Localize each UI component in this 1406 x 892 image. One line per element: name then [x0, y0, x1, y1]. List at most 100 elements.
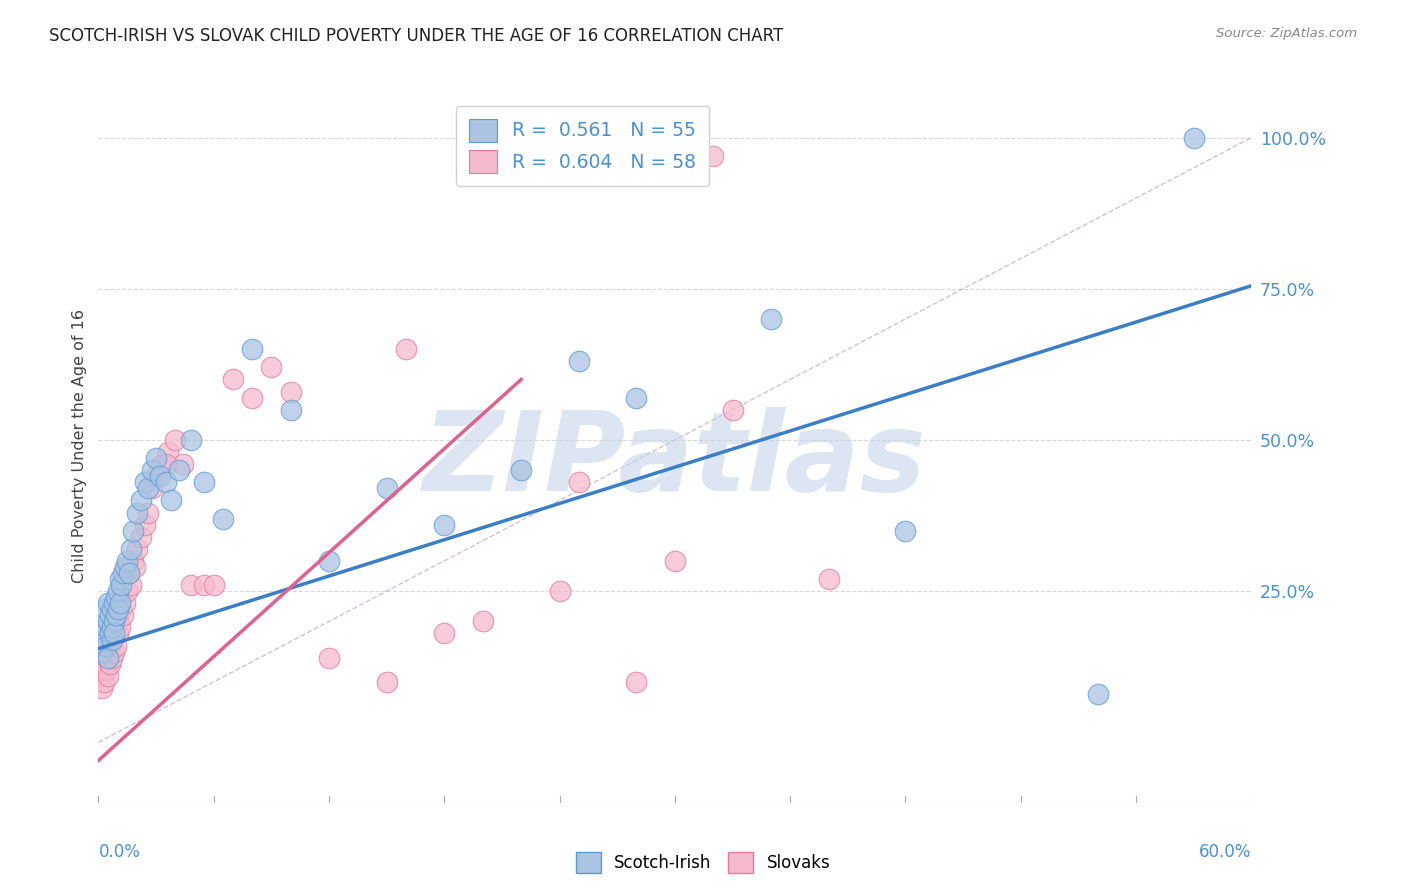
Point	[167, 463, 190, 477]
Point	[155, 475, 177, 490]
Point	[433, 517, 456, 532]
Point	[97, 650, 120, 665]
Point	[149, 469, 172, 483]
Point	[94, 663, 117, 677]
Point	[134, 517, 156, 532]
Point	[120, 578, 142, 592]
Point	[94, 602, 117, 616]
Point	[138, 506, 160, 520]
Point	[568, 475, 591, 490]
Legend: R =  0.561   N = 55, R =  0.604   N = 58: R = 0.561 N = 55, R = 0.604 N = 58	[456, 106, 710, 186]
Point	[180, 433, 202, 447]
Point	[568, 354, 591, 368]
Point	[98, 639, 121, 653]
Point	[94, 620, 117, 634]
Point	[129, 530, 152, 544]
Point	[93, 632, 115, 647]
Point	[280, 402, 302, 417]
Point	[150, 457, 173, 471]
Point	[103, 645, 125, 659]
Point	[103, 626, 125, 640]
Point	[110, 602, 132, 616]
Point	[180, 578, 202, 592]
Point	[107, 602, 129, 616]
Point	[193, 475, 215, 490]
Point	[129, 493, 152, 508]
Point	[134, 475, 156, 490]
Point	[260, 360, 283, 375]
Point	[94, 639, 117, 653]
Point	[433, 626, 456, 640]
Point	[97, 596, 120, 610]
Point	[101, 632, 124, 647]
Point	[375, 481, 398, 495]
Point	[222, 372, 245, 386]
Point	[112, 608, 135, 623]
Point	[107, 626, 129, 640]
Text: ZIPatlas: ZIPatlas	[423, 407, 927, 514]
Point	[108, 620, 131, 634]
Text: 0.0%: 0.0%	[98, 843, 141, 861]
Point	[93, 657, 115, 671]
Point	[318, 650, 340, 665]
Point	[138, 481, 160, 495]
Point	[817, 572, 839, 586]
Point	[103, 615, 125, 629]
Point	[125, 541, 148, 556]
Point	[548, 584, 571, 599]
Point	[894, 524, 917, 538]
Point	[117, 584, 139, 599]
Point	[172, 457, 194, 471]
Point	[118, 566, 141, 580]
Point	[124, 560, 146, 574]
Point	[759, 312, 782, 326]
Point	[471, 615, 494, 629]
Point	[280, 384, 302, 399]
Point	[103, 626, 125, 640]
Point	[91, 645, 114, 659]
Point	[108, 572, 131, 586]
Point	[104, 608, 127, 623]
Point	[125, 506, 148, 520]
Point	[104, 590, 127, 604]
Point	[165, 433, 187, 447]
Point	[93, 674, 115, 689]
Point	[107, 584, 129, 599]
Point	[98, 626, 121, 640]
Point	[1087, 687, 1109, 701]
Point	[395, 343, 418, 357]
Point	[202, 578, 225, 592]
Point	[240, 391, 263, 405]
Point	[101, 650, 124, 665]
Point	[721, 402, 744, 417]
Point	[114, 596, 136, 610]
Point	[110, 590, 132, 604]
Point	[97, 650, 120, 665]
Point	[145, 451, 167, 466]
Point	[155, 457, 177, 471]
Point	[110, 578, 132, 592]
Point	[160, 493, 183, 508]
Point	[318, 554, 340, 568]
Text: Source: ZipAtlas.com: Source: ZipAtlas.com	[1216, 27, 1357, 40]
Point	[664, 554, 686, 568]
Point	[91, 663, 114, 677]
Point	[98, 608, 121, 623]
Point	[93, 626, 115, 640]
Point	[1182, 130, 1205, 145]
Point	[107, 615, 129, 629]
Point	[240, 343, 263, 357]
Point	[94, 645, 117, 659]
Point	[156, 445, 179, 459]
Point	[108, 596, 131, 610]
Legend: Scotch-Irish, Slovaks: Scotch-Irish, Slovaks	[569, 846, 837, 880]
Point	[141, 463, 163, 477]
Point	[212, 511, 235, 525]
Point	[626, 391, 648, 405]
Point	[89, 669, 111, 683]
Point	[122, 524, 145, 538]
Point	[104, 639, 127, 653]
Point	[101, 632, 124, 647]
Point	[97, 669, 120, 683]
Point	[101, 602, 124, 616]
